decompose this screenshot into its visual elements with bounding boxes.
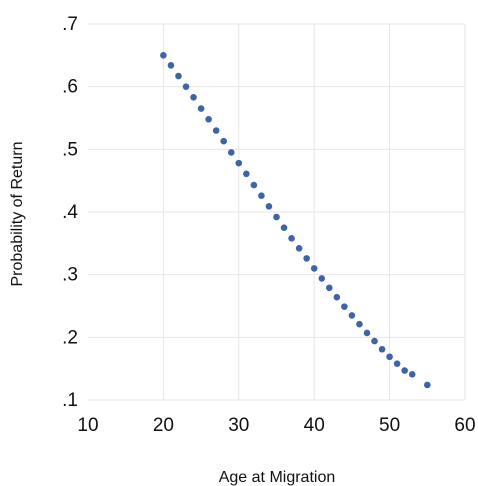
data-point [175, 72, 182, 80]
y-tick-label: .1 [62, 390, 78, 411]
data-point [378, 345, 386, 353]
y-tick-label: .5 [62, 139, 78, 160]
data-point [220, 137, 228, 145]
x-tick-label: 50 [379, 415, 400, 436]
y-tick-label: .4 [62, 202, 78, 223]
data-point [341, 303, 348, 310]
data-point [235, 159, 243, 167]
x-tick-label: 40 [304, 415, 325, 436]
data-point [197, 105, 205, 112]
data-point [363, 329, 371, 337]
data-point [280, 224, 288, 231]
data-point [288, 235, 295, 242]
data-point [386, 353, 393, 361]
y-tick-label: .3 [62, 265, 78, 286]
data-point [310, 265, 318, 272]
data-point [371, 337, 378, 345]
x-axis-title: Age at Migration [219, 469, 336, 486]
data-point [318, 275, 326, 282]
data-point [212, 127, 220, 134]
data-point [265, 203, 273, 210]
data-point [424, 381, 431, 389]
x-tick-label: 60 [454, 415, 475, 436]
data-point [167, 62, 175, 69]
data-point [250, 181, 258, 189]
data-point [295, 245, 303, 252]
data-point [303, 255, 310, 262]
data-point [401, 367, 408, 374]
data-point [243, 170, 250, 178]
data-point [160, 52, 167, 59]
y-tick-label: .6 [62, 77, 78, 98]
data-point [227, 149, 235, 156]
data-point [393, 360, 401, 367]
x-tick-label: 10 [77, 415, 98, 436]
x-tick-label: 30 [228, 415, 249, 436]
y-axis-ticks: .1 .2 .3 .4 .5 .6 .7 [62, 14, 78, 411]
data-points [160, 52, 431, 389]
data-point [333, 293, 341, 301]
data-point [205, 115, 212, 123]
data-point [273, 213, 280, 221]
data-point [182, 83, 190, 90]
data-point [356, 320, 363, 328]
y-tick-label: .7 [62, 14, 78, 35]
data-point [348, 312, 356, 319]
gridlines [88, 23, 466, 401]
data-point [258, 192, 265, 200]
y-tick-label: .2 [62, 327, 78, 348]
data-point [325, 284, 333, 292]
data-point [190, 94, 197, 101]
x-axis-ticks: 10 20 30 40 50 60 [77, 415, 475, 436]
data-point [408, 371, 416, 378]
x-tick-label: 20 [153, 415, 174, 436]
y-axis-title: Probability of Return [9, 142, 26, 287]
